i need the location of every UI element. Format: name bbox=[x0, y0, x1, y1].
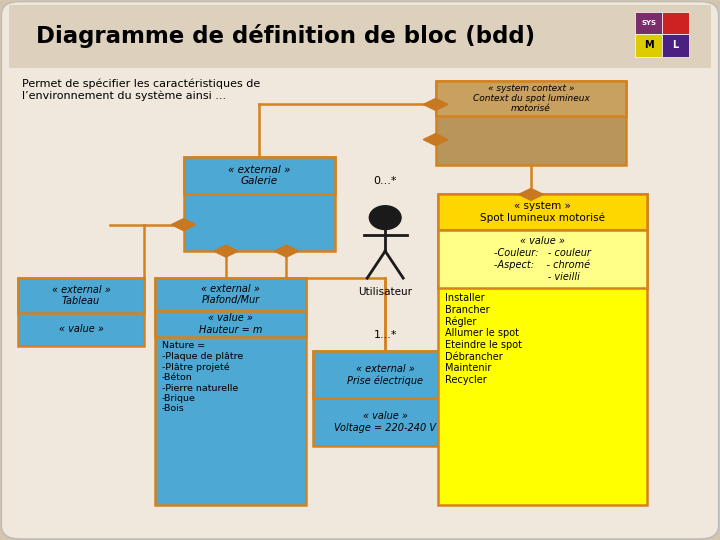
Text: 0...*: 0...* bbox=[374, 177, 397, 186]
Polygon shape bbox=[214, 245, 238, 257]
Polygon shape bbox=[423, 98, 448, 110]
Text: Utilisateur: Utilisateur bbox=[359, 287, 413, 296]
FancyBboxPatch shape bbox=[438, 194, 647, 230]
FancyBboxPatch shape bbox=[184, 157, 335, 194]
Text: « value »
-Couleur:   - couleur
-Aspect:    - chromé
              - vieilli: « value » -Couleur: - couleur -Aspect: -… bbox=[494, 236, 590, 281]
Text: 1...*: 1...* bbox=[374, 330, 397, 340]
FancyBboxPatch shape bbox=[9, 5, 711, 68]
Circle shape bbox=[369, 206, 401, 230]
FancyBboxPatch shape bbox=[662, 35, 689, 57]
FancyBboxPatch shape bbox=[18, 278, 144, 346]
Text: M: M bbox=[644, 40, 653, 51]
Text: « system context »
Context du spot lumineux
motorisé: « system context » Context du spot lumin… bbox=[472, 84, 590, 113]
Text: « value »
Voltage = 220-240 V: « value » Voltage = 220-240 V bbox=[334, 411, 436, 433]
FancyBboxPatch shape bbox=[313, 351, 457, 399]
Text: Permet de spécifier les caractéristiques de
l’environnement du système ainsi ...: Permet de spécifier les caractéristiques… bbox=[22, 78, 260, 101]
Text: « value »: « value » bbox=[58, 325, 104, 334]
Text: « system »
Spot lumineux motorisé: « system » Spot lumineux motorisé bbox=[480, 201, 605, 224]
FancyBboxPatch shape bbox=[18, 278, 144, 313]
FancyBboxPatch shape bbox=[313, 351, 457, 445]
FancyBboxPatch shape bbox=[438, 230, 647, 287]
FancyBboxPatch shape bbox=[635, 12, 662, 35]
FancyBboxPatch shape bbox=[438, 194, 647, 505]
Polygon shape bbox=[171, 219, 196, 231]
FancyBboxPatch shape bbox=[436, 81, 626, 165]
Text: « external »
Galerie: « external » Galerie bbox=[228, 165, 290, 186]
FancyBboxPatch shape bbox=[662, 12, 689, 35]
Polygon shape bbox=[274, 245, 299, 257]
FancyBboxPatch shape bbox=[155, 311, 306, 337]
Text: « external »
Plafond/Mur: « external » Plafond/Mur bbox=[201, 284, 260, 305]
FancyBboxPatch shape bbox=[635, 35, 662, 57]
Text: « external »
Tableau: « external » Tableau bbox=[52, 285, 110, 307]
Text: Nature =
-Plaque de plâtre
-Plâtre projeté
-Béton
-Pierre naturelle
-Brique
-Boi: Nature = -Plaque de plâtre -Plâtre proje… bbox=[162, 341, 243, 414]
Text: SYS: SYS bbox=[641, 20, 656, 26]
Text: Installer
Brancher
Régler
Allumer le spot
Eteindre le spot
Débrancher
Maintenir
: Installer Brancher Régler Allumer le spo… bbox=[445, 293, 522, 384]
Polygon shape bbox=[423, 134, 448, 146]
Polygon shape bbox=[518, 188, 544, 200]
Text: « external »
Prise électrique: « external » Prise électrique bbox=[347, 363, 423, 386]
FancyBboxPatch shape bbox=[436, 81, 626, 116]
Text: L: L bbox=[672, 40, 679, 51]
FancyBboxPatch shape bbox=[155, 278, 306, 311]
Text: Diagramme de définition de bloc (bdd): Diagramme de définition de bloc (bdd) bbox=[36, 24, 535, 49]
FancyBboxPatch shape bbox=[155, 278, 306, 505]
Text: « value »
Hauteur = m: « value » Hauteur = m bbox=[199, 313, 262, 335]
FancyBboxPatch shape bbox=[184, 157, 335, 251]
